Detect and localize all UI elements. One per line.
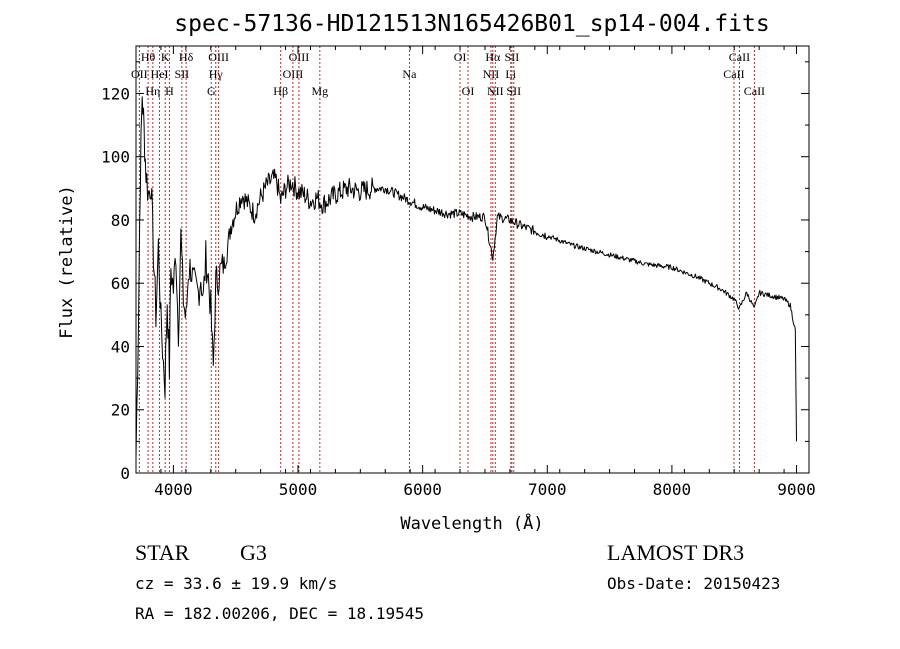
spectral-line-label: CaII: [729, 50, 750, 64]
redshift-text: cz = 33.6 ± 19.9 km/s: [135, 574, 338, 593]
y-tick-label: 100: [101, 148, 130, 167]
spectral-line-label: OIII: [208, 50, 229, 64]
survey-label: LAMOST DR3: [607, 540, 745, 565]
spectral-line-label: CaII: [723, 67, 744, 81]
spectrum-chart: spec-57136-HD121513N165426B01_sp14-004.f…: [57, 11, 816, 534]
spectral-line-label: NII: [483, 67, 500, 81]
spectral-line-label: G: [207, 84, 216, 98]
spectral-line-label: SII: [506, 84, 521, 98]
spectral-line-label: Hη: [145, 84, 160, 98]
object-subclass: G3: [240, 540, 267, 565]
spectral-line-label: OIII: [289, 50, 310, 64]
spectral-line-label: OIII: [283, 67, 304, 81]
x-tick-label: 5000: [279, 480, 318, 499]
y-axis-label: Flux (relative): [57, 185, 77, 339]
spectral-line-label: Na: [402, 67, 417, 81]
spectral-line-label: K: [161, 50, 170, 64]
axis-ticks: 4000 5000 6000 7000 8000 9000 0 20 40 60 80 100 120: [101, 46, 816, 499]
spectral-line-label: OI: [462, 84, 475, 98]
y-tick-label: 0: [120, 464, 130, 483]
y-tick-label: 60: [111, 274, 130, 293]
x-axis-label: Wavelength (Å): [400, 512, 543, 534]
y-tick-label: 40: [111, 337, 130, 356]
y-tick-label: 20: [111, 401, 130, 420]
spectral-line-label: CaII: [744, 84, 765, 98]
object-class: STAR: [135, 540, 190, 565]
spectral-line-label: Mg: [311, 84, 328, 98]
spectral-line-label: Hβ: [273, 84, 288, 98]
plot-frame: [135, 45, 810, 474]
y-tick-label: 80: [111, 211, 130, 230]
spectral-line-label: H: [165, 84, 174, 98]
chart-title: spec-57136-HD121513N165426B01_sp14-004.f…: [174, 11, 769, 37]
y-tick-label: 120: [101, 84, 130, 103]
x-tick-label: 9000: [777, 480, 816, 499]
x-tick-label: 7000: [528, 480, 567, 499]
spectral-line-label: Hθ: [141, 50, 156, 64]
spectral-line-label: HeI: [151, 67, 169, 81]
spectral-line-label: Hδ: [179, 50, 194, 64]
spectral-line-label: Li: [505, 67, 516, 81]
spectral-line-label: SII: [175, 67, 190, 81]
spectral-line-label: OI: [454, 50, 467, 64]
x-tick-label: 6000: [403, 480, 442, 499]
coordinates-text: RA = 182.00206, DEC = 18.19545: [135, 604, 424, 623]
spectral-line-label: Hα: [485, 50, 501, 64]
line-markers: OIIHθHηHeIKHSIIHδGHγOIIIHβOIIIOIIIMgNaOI…: [131, 46, 765, 473]
spectral-line-label: Hγ: [209, 67, 224, 81]
flux-series-line: [135, 96, 797, 458]
spectral-line-label: SII: [505, 50, 520, 64]
obs-date-text: Obs-Date: 20150423: [607, 574, 781, 593]
spectral-line-label: NII: [487, 84, 504, 98]
spectral-line-label: OII: [131, 67, 148, 81]
x-tick-label: 8000: [653, 480, 692, 499]
x-tick-label: 4000: [154, 480, 193, 499]
